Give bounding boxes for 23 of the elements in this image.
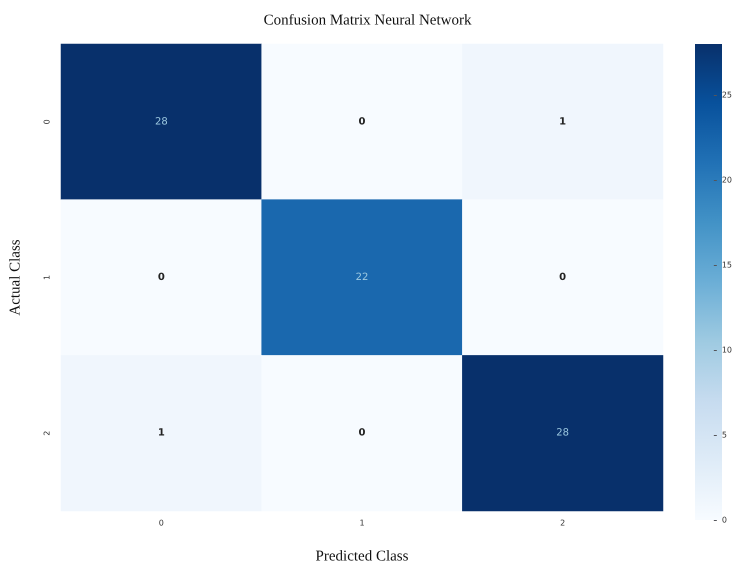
- x-tick-label: 2: [560, 518, 566, 528]
- x-tick-label: 1: [359, 518, 365, 528]
- y-tick-label: 1: [42, 274, 52, 280]
- data-label: 22: [356, 272, 368, 283]
- data-label: 0: [559, 272, 566, 283]
- data-label: 1: [559, 116, 566, 128]
- data-label: 0: [158, 272, 165, 283]
- data-label: 28: [154, 116, 168, 128]
- y-tick-label: 0: [42, 119, 52, 124]
- color-bar-label: 10: [722, 346, 732, 354]
- x-tick-label: 0: [158, 518, 164, 528]
- color-bar-label: 15: [722, 260, 732, 270]
- data-label: 1: [158, 428, 165, 439]
- data-label: 28: [556, 428, 570, 439]
- color-bar-label: 5: [722, 430, 727, 440]
- data-label: 0: [358, 428, 366, 439]
- x-axis-title: Predicted Class: [316, 548, 409, 564]
- y-tick-label: 2: [42, 430, 52, 436]
- color-bar-label: 25: [722, 90, 732, 100]
- chart-title: Confusion Matrix Neural Network: [264, 12, 472, 28]
- data-label: 0: [358, 116, 366, 128]
- color-bar-label: 20: [722, 176, 732, 184]
- y-axis-title: Actual Class: [8, 239, 24, 316]
